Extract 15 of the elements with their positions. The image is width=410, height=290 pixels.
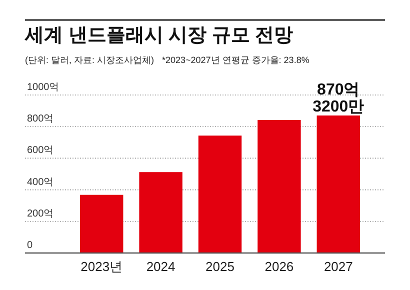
y-tick-label: 800억 bbox=[27, 114, 54, 125]
chart-title: 세계 낸드플래시 시장 규모 전망 bbox=[24, 25, 294, 46]
x-tick-label: 2026 bbox=[264, 259, 294, 274]
x-tick-label: 2023년 bbox=[80, 259, 123, 274]
y-tick-label: 1000억 bbox=[27, 82, 60, 93]
y-tick-label: 200억 bbox=[27, 208, 54, 220]
y-tick-label: 400억 bbox=[27, 176, 54, 188]
y-tick-label: 600억 bbox=[27, 145, 54, 156]
text: *2023~2027년 연평균 증가율: 23.8% bbox=[162, 55, 310, 65]
x-tick-label: 2025 bbox=[206, 259, 234, 274]
chart-subtitle: (단위: 달러, 자료: 시장조사업체) bbox=[25, 55, 154, 65]
y-tick-label: 0 bbox=[27, 240, 33, 251]
annotation: 870억 3200만 bbox=[312, 81, 364, 116]
x-tick-label: 2024 bbox=[146, 259, 176, 274]
x-tick-label: 2027 bbox=[324, 259, 353, 274]
